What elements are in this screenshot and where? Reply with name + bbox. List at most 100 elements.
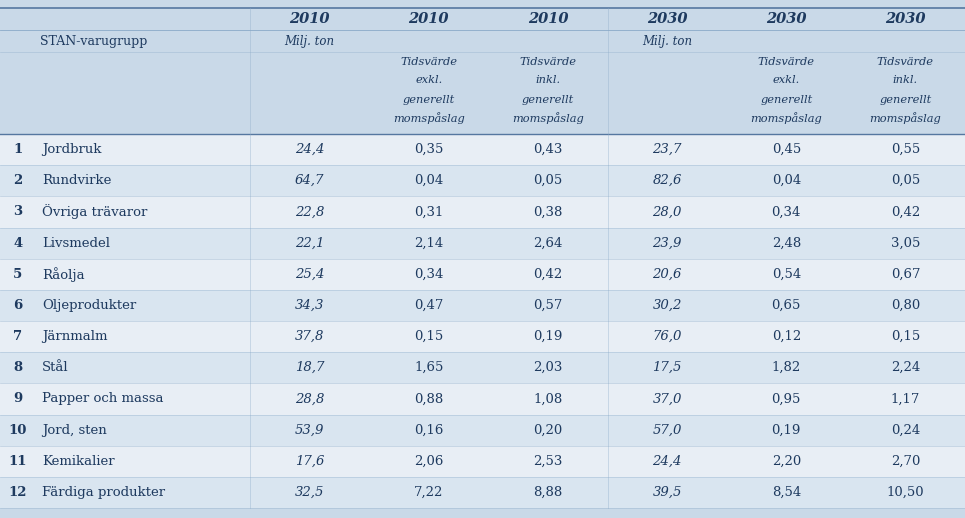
Text: 2,06: 2,06 — [414, 455, 444, 468]
Text: 2010: 2010 — [290, 12, 330, 26]
Text: momspåslag: momspåslag — [751, 112, 822, 124]
Text: 0,19: 0,19 — [534, 330, 563, 343]
Bar — [0, 227, 965, 258]
Text: exkl.: exkl. — [415, 75, 442, 85]
Text: 3,05: 3,05 — [891, 237, 920, 250]
Text: 57,0: 57,0 — [652, 424, 681, 437]
Text: 24,4: 24,4 — [652, 455, 681, 468]
Text: 1,17: 1,17 — [891, 393, 920, 406]
Text: generellt: generellt — [760, 95, 813, 105]
Text: 1,65: 1,65 — [414, 361, 444, 374]
Text: 34,3: 34,3 — [295, 299, 324, 312]
Text: 0,55: 0,55 — [891, 143, 920, 156]
Text: 1: 1 — [14, 143, 22, 156]
Text: 2,64: 2,64 — [534, 237, 563, 250]
Text: 12: 12 — [9, 486, 27, 499]
Text: Tidsvärde: Tidsvärde — [400, 57, 457, 67]
Text: Tidsvärde: Tidsvärde — [758, 57, 814, 67]
Text: 32,5: 32,5 — [295, 486, 324, 499]
Text: Tidsvärde: Tidsvärde — [519, 57, 576, 67]
Text: 2,48: 2,48 — [772, 237, 801, 250]
Text: momspåslag: momspåslag — [512, 112, 584, 124]
Text: 8: 8 — [14, 361, 22, 374]
Text: Papper och massa: Papper och massa — [42, 393, 163, 406]
Text: 0,24: 0,24 — [891, 424, 920, 437]
Text: 0,04: 0,04 — [772, 174, 801, 187]
Text: inkl.: inkl. — [893, 75, 918, 85]
Bar — [0, 477, 965, 508]
Text: 64,7: 64,7 — [295, 174, 324, 187]
Text: 0,05: 0,05 — [891, 174, 920, 187]
Text: 0,16: 0,16 — [414, 424, 444, 437]
Text: 8,54: 8,54 — [772, 486, 801, 499]
Text: 1,08: 1,08 — [534, 393, 563, 406]
Text: 0,35: 0,35 — [414, 143, 444, 156]
Text: Livsmedel: Livsmedel — [42, 237, 110, 250]
Text: inkl.: inkl. — [536, 75, 561, 85]
Text: 53,9: 53,9 — [295, 424, 324, 437]
Text: STAN-varugrupp: STAN-varugrupp — [40, 35, 148, 48]
Text: Oljeprodukter: Oljeprodukter — [42, 299, 136, 312]
Text: generellt: generellt — [402, 95, 455, 105]
Bar — [0, 414, 965, 445]
Text: 0,15: 0,15 — [891, 330, 920, 343]
Text: 0,88: 0,88 — [414, 393, 443, 406]
Text: 2,24: 2,24 — [891, 361, 920, 374]
Text: 2030: 2030 — [647, 12, 687, 26]
Text: 17,5: 17,5 — [652, 361, 681, 374]
Text: 0,34: 0,34 — [414, 268, 444, 281]
Text: 8,88: 8,88 — [534, 486, 563, 499]
Text: 0,34: 0,34 — [772, 206, 801, 219]
Text: 0,80: 0,80 — [891, 299, 920, 312]
Text: 30,2: 30,2 — [652, 299, 681, 312]
Text: 0,54: 0,54 — [772, 268, 801, 281]
Text: 2: 2 — [14, 174, 22, 187]
Text: Kemikalier: Kemikalier — [42, 455, 115, 468]
Text: 2,70: 2,70 — [891, 455, 920, 468]
Bar — [0, 352, 965, 383]
Text: 37,8: 37,8 — [295, 330, 324, 343]
Text: 7: 7 — [14, 330, 22, 343]
Text: momspåslag: momspåslag — [869, 112, 941, 124]
Text: 37,0: 37,0 — [652, 393, 681, 406]
Text: 2010: 2010 — [408, 12, 449, 26]
Text: 10,50: 10,50 — [887, 486, 924, 499]
Text: 5: 5 — [14, 268, 22, 281]
Bar — [0, 134, 965, 165]
Text: 25,4: 25,4 — [295, 268, 324, 281]
Bar — [0, 290, 965, 321]
Text: 2,20: 2,20 — [772, 455, 801, 468]
Text: 11: 11 — [9, 455, 27, 468]
Text: 24,4: 24,4 — [295, 143, 324, 156]
Text: 0,45: 0,45 — [772, 143, 801, 156]
Text: 2030: 2030 — [766, 12, 807, 26]
Bar — [0, 258, 965, 290]
Text: Färdiga produkter: Färdiga produkter — [42, 486, 165, 499]
Text: generellt: generellt — [879, 95, 931, 105]
Text: 20,6: 20,6 — [652, 268, 681, 281]
Text: 3: 3 — [14, 206, 22, 219]
Text: 2010: 2010 — [528, 12, 568, 26]
Text: 9: 9 — [14, 393, 22, 406]
Text: 0,31: 0,31 — [414, 206, 444, 219]
Text: 39,5: 39,5 — [652, 486, 681, 499]
Text: 18,7: 18,7 — [295, 361, 324, 374]
Bar — [0, 196, 965, 227]
Bar — [0, 383, 965, 414]
Text: 0,65: 0,65 — [772, 299, 801, 312]
Bar — [0, 445, 965, 477]
Text: 0,05: 0,05 — [534, 174, 563, 187]
Text: generellt: generellt — [522, 95, 574, 105]
Text: Jord, sten: Jord, sten — [42, 424, 107, 437]
Text: 0,19: 0,19 — [772, 424, 801, 437]
Text: 17,6: 17,6 — [295, 455, 324, 468]
Text: 23,7: 23,7 — [652, 143, 681, 156]
Text: Rundvirke: Rundvirke — [42, 174, 111, 187]
Text: Jordbruk: Jordbruk — [42, 143, 101, 156]
Text: 0,38: 0,38 — [534, 206, 563, 219]
Text: 2,03: 2,03 — [534, 361, 563, 374]
Text: 2,14: 2,14 — [414, 237, 443, 250]
Text: 10: 10 — [9, 424, 27, 437]
Text: Milj. ton: Milj. ton — [285, 35, 335, 48]
Text: Stål: Stål — [42, 361, 69, 374]
